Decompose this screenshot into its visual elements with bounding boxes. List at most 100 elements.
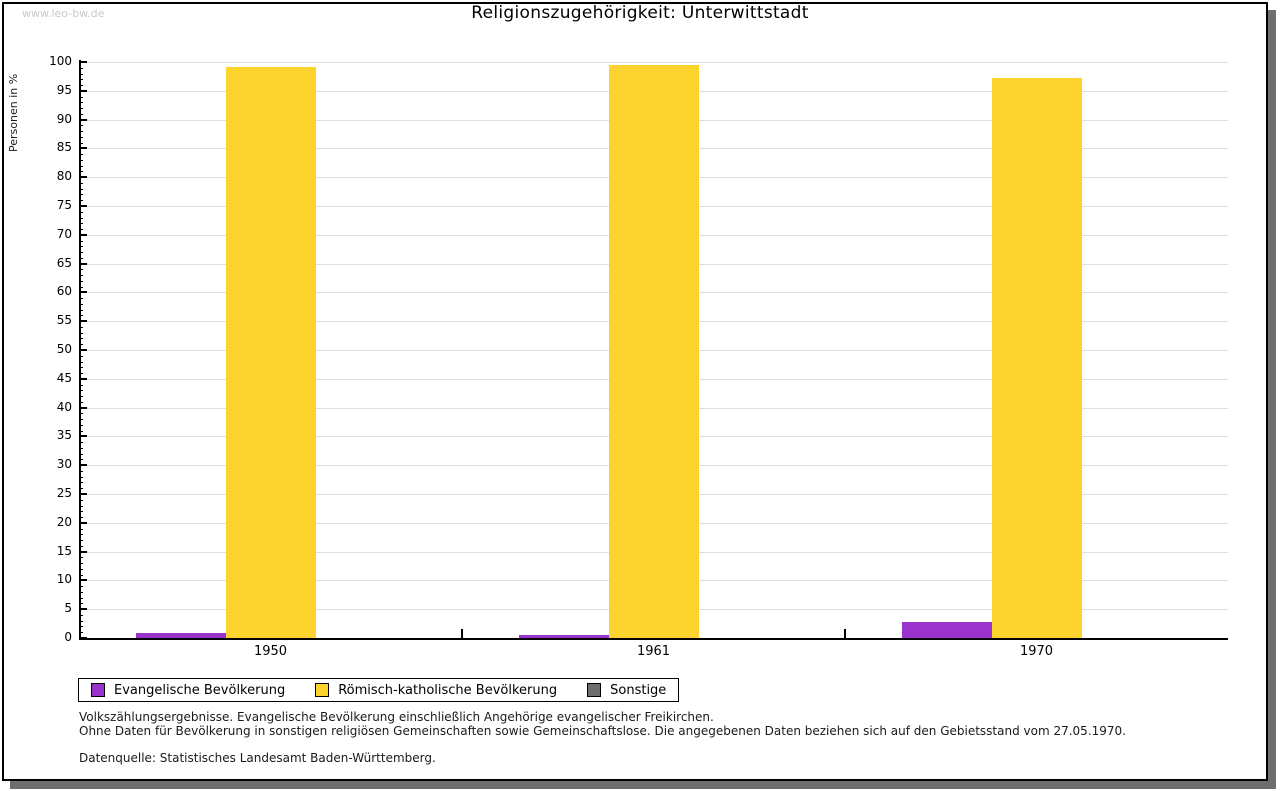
y-major-tick [79, 377, 87, 380]
y-tick-label: 75 [56, 198, 72, 212]
x-section-tick [844, 629, 846, 638]
y-major-tick [79, 205, 87, 207]
y-minor-tick [79, 499, 83, 501]
y-minor-tick [79, 217, 83, 219]
y-minor-tick [79, 298, 83, 300]
y-minor-tick [79, 125, 83, 127]
y-axis-label: Personen in % [7, 73, 20, 152]
y-minor-tick [79, 447, 83, 449]
y-minor-tick [79, 476, 83, 478]
y-minor-tick [79, 182, 83, 184]
y-minor-tick [79, 211, 83, 213]
footer-notes: Volkszählungsergebnisse. Evangelische Be… [79, 710, 1126, 765]
y-tick-label: 55 [56, 313, 72, 328]
y-major-tick [79, 320, 87, 323]
y-minor-tick [79, 511, 83, 513]
y-minor-tick [79, 154, 83, 156]
y-minor-tick [79, 470, 83, 472]
y-minor-tick [79, 315, 83, 317]
footnote-line: Volkszählungsergebnisse. Evangelische Be… [79, 710, 714, 724]
bar-evangelische-bev-lkerung-1950 [135, 632, 226, 638]
y-major-tick [79, 176, 87, 179]
y-minor-tick [79, 373, 83, 375]
y-minor-tick [79, 355, 83, 357]
y-minor-tick [79, 442, 83, 444]
data-source-line: Datenquelle: Statistisches Landesamt Bad… [79, 751, 436, 765]
bar-r-misch-katholische-bev-lkerung-1961 [608, 65, 699, 638]
y-minor-tick [79, 286, 83, 288]
y-minor-tick [79, 252, 83, 254]
y-minor-tick [79, 453, 83, 455]
y-minor-tick [79, 275, 83, 277]
y-minor-tick [79, 540, 83, 542]
y-minor-tick [79, 223, 83, 225]
y-minor-tick [79, 79, 83, 81]
y-minor-tick [79, 131, 83, 133]
y-tick-label: 30 [56, 457, 72, 472]
bar-r-misch-katholische-bev-lkerung-1950 [225, 67, 316, 638]
y-tick-label: 45 [56, 370, 72, 385]
y-major-tick [79, 291, 87, 294]
y-tick-label: 90 [56, 111, 72, 126]
y-minor-tick [79, 309, 83, 311]
y-major-tick [79, 349, 87, 351]
y-minor-tick [79, 626, 83, 628]
y-minor-tick [79, 620, 83, 622]
y-minor-tick [79, 102, 83, 104]
legend-item: Evangelische Bevölkerung [91, 683, 285, 698]
y-minor-tick [79, 338, 83, 340]
y-minor-tick [79, 557, 83, 559]
y-minor-tick [79, 603, 83, 605]
chart-title: Religionszugehörigkeit: Unterwittstadt [471, 3, 809, 23]
y-minor-tick [79, 142, 83, 144]
y-minor-tick [79, 482, 83, 484]
y-minor-tick [79, 574, 83, 576]
y-minor-tick [79, 419, 83, 421]
y-minor-tick [79, 563, 83, 565]
legend-label: Römisch-katholische Bevölkerung [338, 682, 558, 698]
y-minor-tick [79, 165, 83, 167]
y-minor-tick [79, 108, 83, 110]
y-minor-tick [79, 200, 83, 202]
x-section-tick [461, 629, 463, 638]
y-minor-tick [79, 361, 83, 363]
y-minor-tick [79, 240, 83, 242]
y-minor-tick [79, 246, 83, 248]
y-major-tick [79, 435, 87, 438]
y-minor-tick [79, 430, 83, 432]
y-tick-label: 70 [56, 226, 72, 241]
y-major-tick [79, 579, 87, 582]
y-tick-label: 85 [56, 140, 72, 155]
y-tick-label: 5 [64, 601, 72, 616]
y-minor-tick [79, 505, 83, 507]
y-major-tick [79, 464, 87, 467]
y-major-tick [79, 550, 87, 553]
y-tick-label: 35 [56, 428, 72, 443]
footnote-line: Ohne Daten für Bevölkerung in sonstigen … [79, 724, 1126, 738]
bar-evangelische-bev-lkerung-1970 [901, 621, 992, 638]
y-major-tick [79, 233, 87, 236]
y-minor-tick [79, 390, 83, 392]
y-minor-tick [79, 545, 83, 547]
x-category-label: 1950 [253, 644, 288, 659]
y-minor-tick [79, 459, 83, 461]
y-minor-tick [79, 136, 83, 138]
y-minor-tick [79, 597, 83, 599]
y-minor-tick [79, 332, 83, 334]
y-minor-tick [79, 85, 83, 87]
y-tick-label: 60 [56, 284, 72, 299]
y-minor-tick [79, 73, 83, 75]
y-tick-label: 95 [56, 82, 72, 97]
y-minor-tick [79, 280, 83, 282]
y-tick-label: 20 [56, 514, 72, 529]
x-category-label: 1961 [636, 644, 671, 659]
y-tick-label: 80 [56, 169, 72, 184]
y-minor-tick [79, 326, 83, 328]
y-minor-tick [79, 396, 83, 398]
y-tick-label: 40 [56, 399, 72, 414]
legend-item: Sonstige [587, 683, 666, 698]
y-minor-tick [79, 528, 83, 530]
y-major-tick [79, 118, 87, 121]
bar-r-misch-katholische-bev-lkerung-1970 [991, 78, 1082, 638]
watermark: www.leo-bw.de [22, 7, 105, 20]
